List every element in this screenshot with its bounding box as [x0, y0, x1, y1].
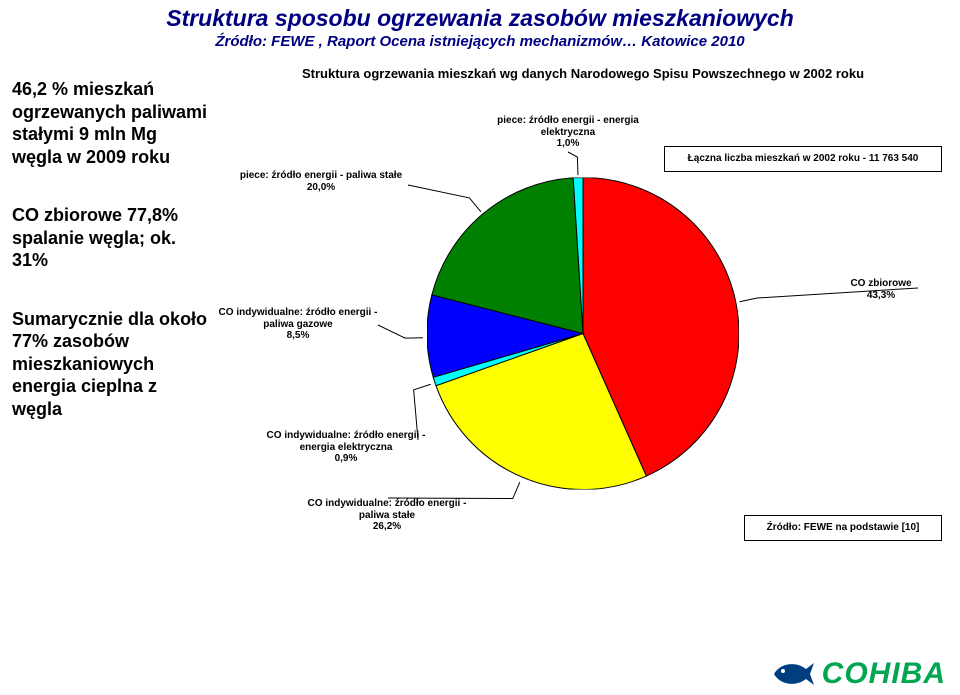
chart-title: Struktura ogrzewania mieszkań wg danych …: [218, 66, 948, 81]
bottom-right-box: Źródło: FEWE na podstawie [10]: [744, 515, 942, 541]
label-co-ind-stale: CO indywidualne: źródło energii - paliwa…: [302, 498, 472, 533]
page-title: Struktura sposobu ogrzewania zasobów mie…: [0, 6, 960, 31]
label-co-ind-el: CO indywidualne: źródło energii - energi…: [256, 430, 436, 465]
label-co-zbiorowe: CO zbiorowe 43,3%: [836, 278, 926, 301]
left-column: 46,2 % mieszkań ogrzewanych paliwami sta…: [12, 60, 218, 456]
top-right-box: Łączna liczba mieszkań w 2002 roku - 11 …: [664, 146, 942, 172]
logo-text: COHIBA: [822, 657, 946, 691]
page-subtitle: Źródło: FEWE , Raport Ocena istniejących…: [0, 33, 960, 50]
label-piece-el: piece: źródło energii - energia elektryc…: [483, 115, 653, 150]
label-piece-stale: piece: źródło energii - paliwa stałe 20,…: [226, 170, 416, 193]
chart-area: Struktura ogrzewania mieszkań wg danych …: [218, 60, 948, 590]
pie-svg: [427, 177, 739, 489]
left-block-2: CO zbiorowe 77,8% spalanie węgla; ok. 31…: [12, 204, 212, 272]
pie-chart: [427, 177, 739, 494]
left-block-1: 46,2 % mieszkań ogrzewanych paliwami sta…: [12, 78, 212, 168]
left-block-3: Sumarycznie dla około 77% zasobów mieszk…: [12, 308, 212, 421]
body-row: 46,2 % mieszkań ogrzewanych paliwami sta…: [0, 60, 960, 590]
logo: COHIBA: [770, 657, 946, 691]
label-co-ind-gaz: CO indywidualne: źródło energii - paliwa…: [208, 307, 388, 342]
fish-icon: [770, 657, 816, 691]
